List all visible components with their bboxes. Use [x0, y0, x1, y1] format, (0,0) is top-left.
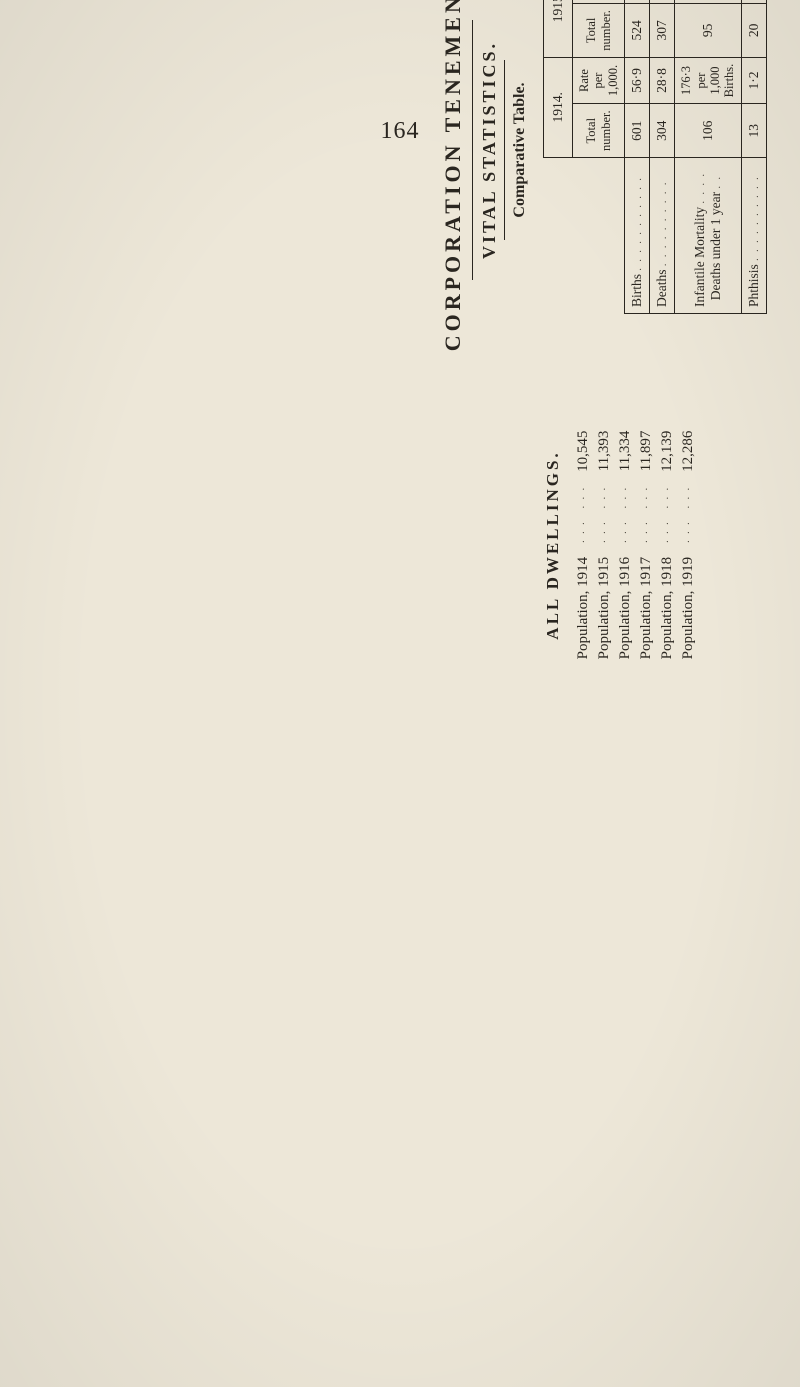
- leader-dots: . . . . . . . . . .: [750, 175, 761, 261]
- vital-block: 1914. 1915. 1916. 1917. 1918. 1919. Tota…: [543, 0, 767, 314]
- cell: 1·7: [741, 0, 766, 4]
- table-row: Population, 1915 . . . . . . 11,393: [594, 423, 615, 668]
- two-column-layout: ALL DWELLINGS. Population, 1914 . . . . …: [543, 0, 767, 740]
- leader-dots: . .: [712, 175, 723, 189]
- leader-dots: . . .: [657, 514, 678, 549]
- rate-val: 176·3: [679, 66, 693, 95]
- table-row: Population, 1914 . . . . . . 10,545: [573, 423, 594, 668]
- title-main: CORPORATION TENEMENTS.: [440, 0, 466, 740]
- row-label-text: Deaths: [654, 270, 669, 308]
- leader-dots: . . . . . . . . . . .: [633, 176, 644, 271]
- cell: 20: [741, 4, 766, 58]
- year-head: 1915.: [544, 0, 573, 57]
- cell: 26·9: [650, 0, 675, 4]
- row-label-text: Births: [629, 274, 644, 307]
- row-label: Deaths . . . . . . . . . .: [650, 158, 675, 314]
- pop-label: Population, 1917: [636, 549, 657, 668]
- table-row: Population, 1916 . . . . . . 11,334: [615, 423, 636, 668]
- cell: 304: [650, 104, 675, 158]
- row-label: Infantile Mortality . . . . Deaths under…: [675, 158, 742, 314]
- leader-dots: . . .: [594, 514, 615, 549]
- leader-dots: . . .: [678, 514, 699, 549]
- leader-dots: . . . . . . . . . .: [658, 181, 669, 267]
- cell: 106: [675, 104, 742, 158]
- subhead-rate: Rate per1,000.: [573, 0, 625, 4]
- page: 164 CORPORATION TENEMENTS. VITAL STATIST…: [0, 0, 800, 1387]
- vital-table: 1914. 1915. 1916. 1917. 1918. 1919. Tota…: [543, 0, 767, 314]
- leader-dots: . . .: [615, 480, 636, 515]
- table-row: Births . . . . . . . . . . . 601 56·9 52…: [625, 0, 650, 314]
- table-row: Population, 1918 . . . . . . 12,139: [657, 423, 678, 668]
- row-label-text: Infantile Mortality: [692, 207, 707, 307]
- leader-dots: . . .: [573, 514, 594, 549]
- title-rule-2: [504, 60, 505, 240]
- row-label-text-2: Deaths under 1 year: [708, 192, 723, 300]
- cell: 28·8: [650, 57, 675, 104]
- row-label: Births . . . . . . . . . . .: [625, 158, 650, 314]
- pop-value: 12,139: [657, 423, 678, 480]
- title-sub2: Comparative Table.: [511, 0, 529, 740]
- title-sub1: VITAL STATISTICS.: [479, 0, 500, 740]
- row-label-text: Phthisis: [746, 264, 761, 307]
- leader-dots: . . .: [615, 514, 636, 549]
- cell: 524: [625, 4, 650, 58]
- table-row: Infantile Mortality . . . . Deaths under…: [675, 0, 742, 314]
- dwellings-block: ALL DWELLINGS. Population, 1914 . . . . …: [543, 350, 699, 740]
- cell: 601: [625, 104, 650, 158]
- pop-value: 11,393: [594, 423, 615, 480]
- table-row: Phthisis . . . . . . . . . . 13 1·2 20 1…: [741, 0, 766, 314]
- leader-dots: . . .: [657, 480, 678, 515]
- leader-dots: . . .: [636, 480, 657, 515]
- table-row: Population, 1917 . . . . . . 11,897: [636, 423, 657, 668]
- rotated-content: CORPORATION TENEMENTS. VITAL STATISTICS.…: [440, 0, 767, 740]
- leader-dots: . . . .: [696, 172, 707, 204]
- cell: 307: [650, 4, 675, 58]
- cell: 56·9: [625, 57, 650, 104]
- dwellings-title: ALL DWELLINGS.: [543, 350, 563, 740]
- population-table: Population, 1914 . . . . . . 10,545 Popu…: [573, 423, 699, 668]
- pop-value: 11,897: [636, 423, 657, 480]
- leader-dots: . . .: [573, 480, 594, 515]
- leader-dots: . . .: [594, 480, 615, 515]
- leader-dots: . . .: [636, 514, 657, 549]
- pop-label: Population, 1916: [615, 549, 636, 668]
- cell: 13: [741, 104, 766, 158]
- cell: 45·9: [625, 0, 650, 4]
- row-label: Phthisis . . . . . . . . . .: [741, 158, 766, 314]
- pop-label: Population, 1919: [678, 549, 699, 668]
- stub-head: [544, 158, 625, 314]
- cell: 1·2: [741, 57, 766, 104]
- subhead-rate: Rate per1,000.: [573, 57, 625, 104]
- cell: 181·2 per 1,000Births.: [675, 0, 742, 4]
- leader-dots: . . .: [678, 480, 699, 515]
- subhead-total: Totalnumber.: [573, 4, 625, 58]
- pop-value: 12,286: [678, 423, 699, 480]
- year-head: 1914.: [544, 57, 573, 157]
- table-row: Deaths . . . . . . . . . . 304 28·8 307 …: [650, 0, 675, 314]
- cell: 95: [675, 4, 742, 58]
- pop-label: Population, 1915: [594, 549, 615, 668]
- pop-value: 10,545: [573, 423, 594, 480]
- pop-label: Population, 1914: [573, 549, 594, 668]
- title-rule: [472, 20, 473, 280]
- table-row: 1914. 1915. 1916. 1917. 1918. 1919.: [544, 0, 573, 314]
- subhead-total: Totalnumber.: [573, 104, 625, 158]
- rate-suffix: per 1,000Births.: [694, 64, 737, 98]
- cell: 176·3 per 1,000Births.: [675, 57, 742, 104]
- table-row: Population, 1919 . . . . . . 12,286: [678, 423, 699, 668]
- pop-value: 11,334: [615, 423, 636, 480]
- pop-label: Population, 1918: [657, 549, 678, 668]
- titles-block: CORPORATION TENEMENTS. VITAL STATISTICS.…: [440, 0, 529, 740]
